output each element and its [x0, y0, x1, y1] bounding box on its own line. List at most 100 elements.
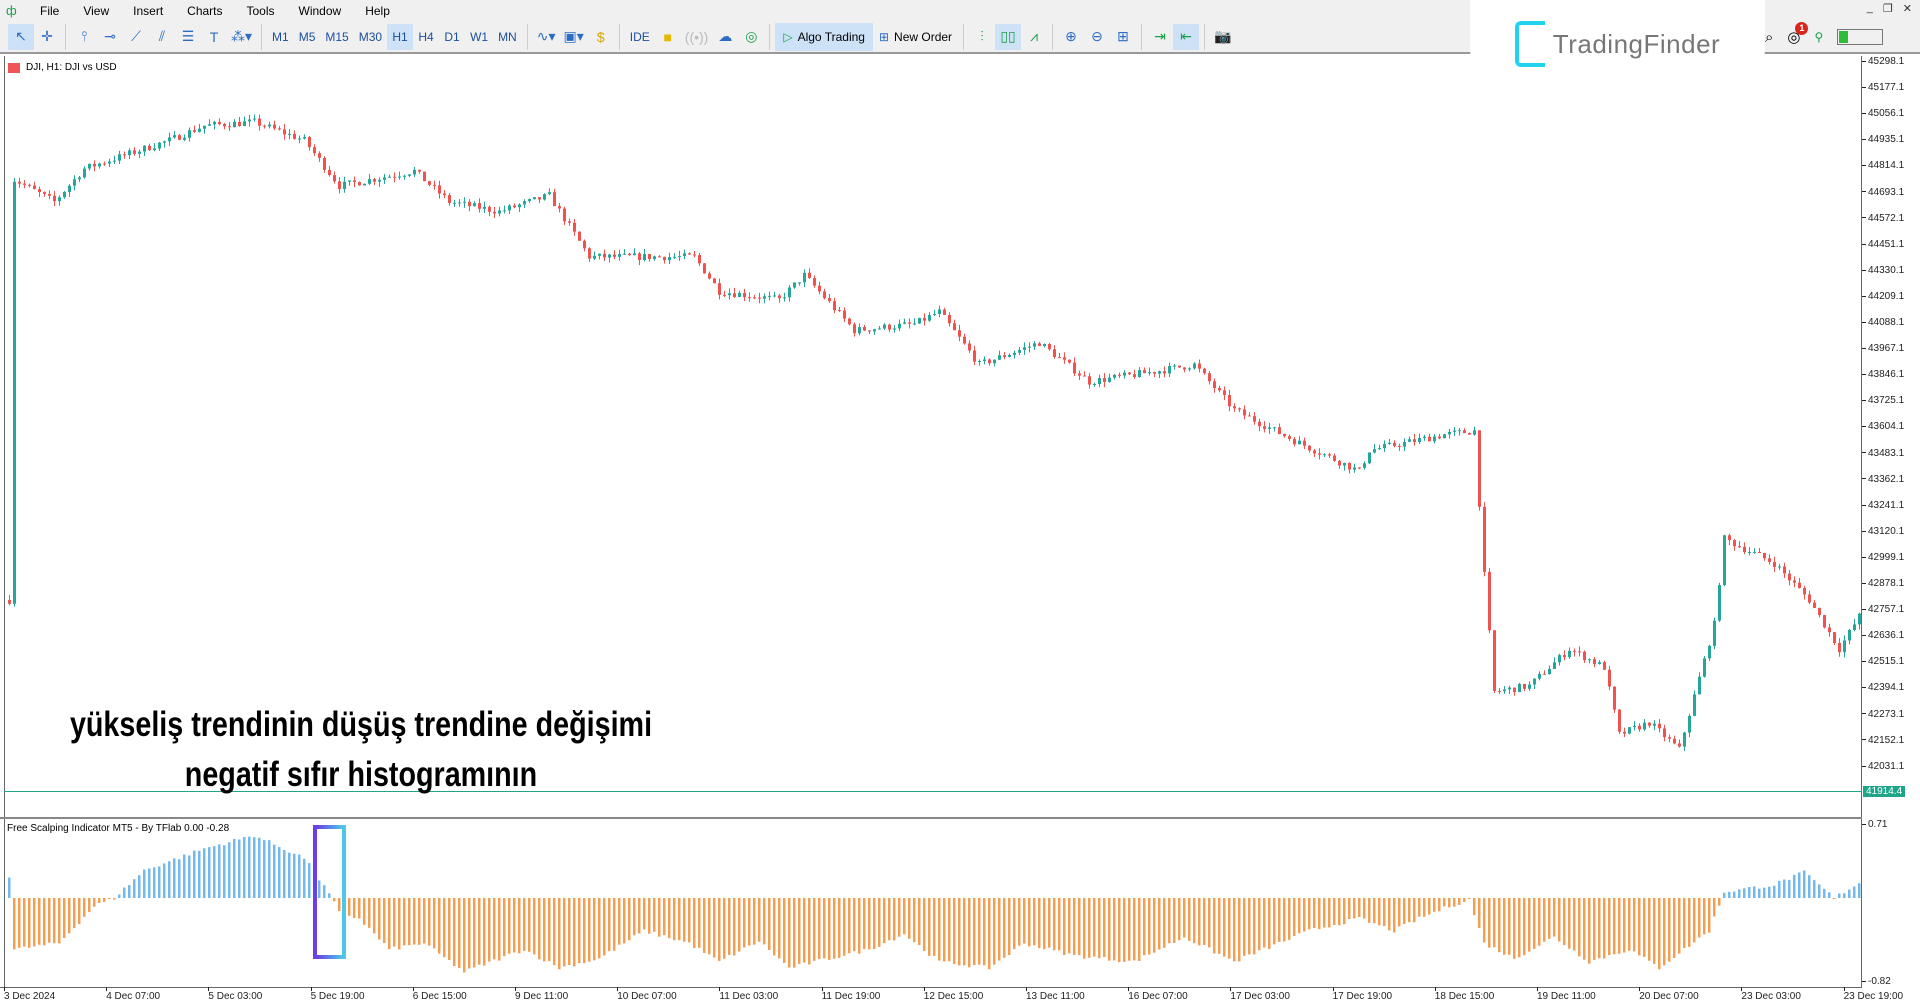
candle: [503, 205, 506, 214]
fibonacci-icon[interactable]: ☰: [181, 28, 195, 44]
menu-file[interactable]: File: [40, 3, 60, 18]
histogram-bar: [1673, 898, 1676, 959]
candle: [1203, 367, 1206, 375]
histogram-bar: [1038, 898, 1041, 949]
histogram-bar: [103, 898, 106, 902]
candle: [1228, 389, 1231, 412]
menu-tools[interactable]: Tools: [246, 3, 275, 18]
histogram-bar: [638, 898, 641, 934]
histogram-bar: [903, 898, 906, 935]
histogram-bar: [1688, 898, 1691, 947]
histogram-bar: [1583, 898, 1586, 960]
indicators-icon[interactable]: ∿▾: [536, 28, 556, 44]
menu-help[interactable]: Help: [365, 3, 390, 18]
restore-icon[interactable]: ❐: [1882, 3, 1893, 15]
screenshot-icon[interactable]: 📷: [1214, 28, 1232, 44]
channel-icon[interactable]: ⫽: [158, 28, 166, 44]
histogram-bar: [583, 898, 586, 964]
candle: [653, 255, 656, 261]
crosshair-icon[interactable]: ✛: [41, 28, 53, 44]
menu-charts[interactable]: Charts: [187, 3, 223, 18]
candle: [1083, 371, 1086, 377]
tradingfinder-logo: TradingFinder: [1470, 0, 1765, 88]
candle: [398, 171, 401, 180]
timeframe-h1[interactable]: H1: [387, 23, 414, 50]
bar-chart-icon[interactable]: ⫶: [980, 28, 984, 44]
candle: [1123, 370, 1126, 379]
candle: [1703, 656, 1706, 678]
histogram-bar: [718, 898, 721, 961]
histogram-bar: [1598, 898, 1601, 959]
search-icon[interactable]: ⌕: [1765, 28, 1774, 46]
histogram-bar: [1563, 898, 1566, 946]
candle: [1603, 660, 1606, 671]
timeframe-m5[interactable]: M5: [298, 29, 316, 44]
broadcast-icon[interactable]: ((•)): [684, 28, 709, 45]
timeframe-d1[interactable]: D1: [444, 29, 460, 44]
text-icon[interactable]: T: [209, 28, 219, 45]
menu-view[interactable]: View: [83, 3, 110, 18]
zoom-in-icon[interactable]: ⊕: [1065, 28, 1077, 44]
market-icon[interactable]: ■: [663, 28, 673, 45]
candlestick-icon[interactable]: ▯▯: [995, 23, 1022, 50]
histogram-bar: [1733, 891, 1736, 898]
price-tick: 42152.1: [1862, 735, 1904, 746]
vps-icon[interactable]: ☁: [718, 28, 733, 44]
histogram-bar: [1723, 892, 1726, 898]
histogram-bar: [48, 898, 51, 943]
notifications-button[interactable]: ◎ 1: [1787, 22, 1809, 46]
cursor-icon[interactable]: ↖: [8, 23, 34, 50]
new-order-button[interactable]: ⊞ New Order: [873, 30, 958, 44]
histogram-bar: [1213, 898, 1216, 954]
autoscroll-icon[interactable]: ⇥: [1154, 28, 1166, 44]
timeframe-m15[interactable]: M15: [325, 29, 349, 44]
price-axis[interactable]: 45298.1 45177.1 45056.1 44935.1 44814.1 44693…: [1862, 56, 1920, 987]
histogram-bar: [193, 850, 196, 898]
histogram-bar: [1813, 880, 1816, 898]
histogram-bar: [1788, 879, 1791, 898]
pane-divider[interactable]: [0, 817, 1862, 819]
horizontal-line-icon[interactable]: ⊸: [104, 28, 116, 44]
candle: [198, 123, 201, 133]
signals-icon[interactable]: $: [596, 28, 605, 45]
templates-icon[interactable]: ▣▾: [563, 28, 584, 44]
candle: [543, 193, 546, 201]
shapes-icon[interactable]: ⁂▾: [231, 28, 253, 44]
candle: [558, 202, 561, 213]
close-icon[interactable]: ✕: [1902, 3, 1912, 15]
candle: [948, 312, 951, 327]
timeframe-w1[interactable]: W1: [470, 29, 489, 44]
candle: [1043, 343, 1046, 348]
price-chart[interactable]: [4, 56, 1862, 817]
ide-button[interactable]: IDE: [629, 29, 650, 44]
timeframe-h4[interactable]: H4: [418, 29, 434, 44]
add-signal-icon[interactable]: ◎: [745, 28, 758, 44]
tile-windows-icon[interactable]: ⊞: [1117, 28, 1129, 44]
candle: [1463, 428, 1466, 434]
vertical-line-icon[interactable]: ⫯: [80, 28, 88, 44]
zoom-out-icon[interactable]: ⊖: [1091, 28, 1103, 44]
candle: [1563, 650, 1566, 661]
minimize-icon[interactable]: _: [1866, 2, 1873, 14]
histogram-bar: [1173, 898, 1176, 943]
candle: [1208, 371, 1211, 385]
timeframe-m1[interactable]: M1: [272, 29, 289, 44]
line-chart-icon[interactable]: ⩘: [1030, 28, 1038, 44]
candle: [678, 250, 681, 261]
algo-trading-button[interactable]: ▷ Algo Trading: [775, 22, 873, 51]
menu-insert[interactable]: Insert: [133, 3, 164, 18]
candle: [163, 140, 166, 148]
level-icon: ⚲: [1814, 30, 1824, 44]
histogram-bar: [453, 898, 456, 967]
trendline-icon[interactable]: ⟋: [131, 28, 141, 44]
histogram-bar: [1063, 898, 1066, 956]
candle: [1743, 542, 1746, 555]
histogram-bar: [233, 838, 236, 898]
candle: [1293, 436, 1296, 447]
timeframe-mn[interactable]: MN: [498, 29, 517, 44]
timeframe-m30[interactable]: M30: [358, 29, 383, 44]
chart-shift-icon[interactable]: ⇤: [1173, 23, 1200, 50]
menu-window[interactable]: Window: [298, 3, 342, 18]
candle: [343, 176, 346, 193]
indicator-pane[interactable]: [4, 819, 1862, 987]
